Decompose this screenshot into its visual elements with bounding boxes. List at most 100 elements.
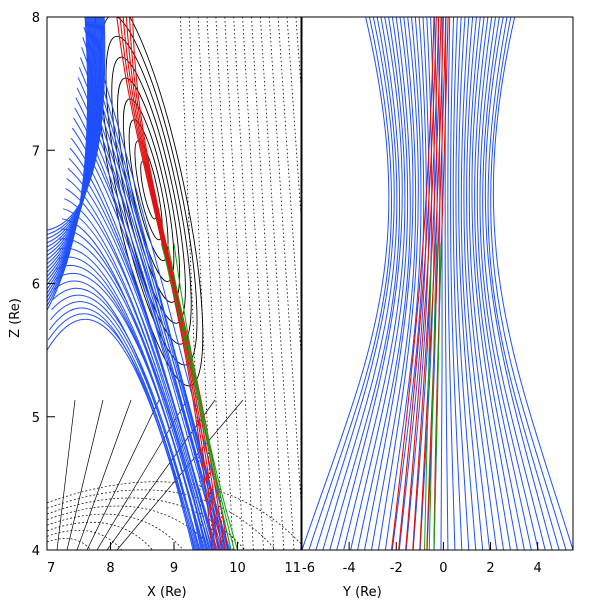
green-trace [160, 243, 232, 550]
blue-field-line [64, 198, 211, 550]
contour-line [122, 98, 175, 282]
blue-field-line [302, 17, 390, 550]
dotted-arc [47, 489, 277, 550]
blue-field-line [67, 168, 215, 550]
blue-field-line [53, 280, 201, 550]
y-axis-title: Z (Re) [8, 298, 23, 338]
blue-field-line [58, 247, 206, 550]
blue-field-line [343, 17, 406, 550]
blue-field-line [377, 17, 419, 550]
left-x-tick-label: 11 [284, 561, 301, 576]
left-x-tick-label: 7 [47, 561, 55, 576]
red-trace [398, 17, 437, 550]
left-x-tick-label: 10 [229, 561, 246, 576]
right-x-tick-label: 2 [486, 561, 494, 576]
blue-field-line [398, 17, 427, 550]
blue-field-line [350, 17, 409, 550]
right-x-axis-title: Y (Re) [342, 585, 382, 600]
left-x-axis-title: X (Re) [147, 585, 187, 600]
dotted-field-line [286, 17, 301, 222]
y-tick-label: 4 [32, 544, 40, 559]
blue-field-line [384, 17, 422, 550]
blue-field-line [322, 17, 398, 550]
blue-field-line [47, 318, 194, 550]
blue-field-line [69, 147, 217, 550]
dotted-arc [47, 513, 184, 550]
green-trace [424, 243, 433, 550]
blue-field-line [308, 17, 393, 550]
blue-field-line [479, 17, 539, 550]
blue-field-line [84, 17, 232, 550]
blue-field-line [61, 218, 209, 550]
blue-field-line [405, 17, 430, 550]
radial-line [96, 399, 188, 550]
dotted-field-line [268, 17, 301, 508]
dotted-field-line [242, 17, 275, 550]
dotted-field-line [259, 17, 295, 550]
dotted-field-line [277, 17, 301, 360]
blue-field-line [82, 37, 230, 550]
red-trace [122, 17, 219, 550]
red-trace [119, 17, 216, 550]
green-trace [428, 243, 437, 550]
axis-ticks: 7 8 9 10 11 4 5 6 7 8 -6 -4 -2 0 2 4 [32, 11, 542, 576]
blue-field-line [364, 17, 414, 550]
red-trace [391, 17, 435, 550]
dotted-field-line [197, 17, 224, 550]
blue-field-line [490, 17, 567, 550]
radial-line [66, 399, 104, 550]
right-plot-frame [301, 16, 574, 551]
contour-line [117, 77, 181, 303]
blue-field-line [482, 17, 546, 550]
blue-field-line [60, 228, 208, 550]
y-tick-label: 7 [32, 144, 40, 159]
dotted-arc [47, 530, 123, 550]
blue-field-line [329, 17, 401, 550]
blue-field-line [391, 17, 425, 550]
blue-field-line [449, 17, 463, 550]
blue-field-line [370, 17, 417, 550]
blue-field-line [47, 17, 106, 231]
right-panel-traces [302, 17, 573, 550]
blue-field-line [57, 256, 204, 550]
blue-field-line [471, 17, 518, 550]
blue-field-line [315, 17, 395, 550]
red-trace [419, 17, 444, 550]
blue-field-line [474, 17, 525, 550]
blue-field-line [484, 17, 553, 550]
radial-line [76, 399, 132, 550]
blue-field-line [66, 178, 214, 550]
blue-field-line [476, 17, 532, 550]
red-trace [412, 17, 442, 550]
left-x-tick-label: 9 [170, 561, 178, 576]
blue-field-line [487, 17, 560, 550]
y-tick-label: 8 [32, 11, 40, 26]
blue-field-line [357, 17, 411, 550]
dotted-arc [47, 521, 153, 550]
blue-field-line [440, 17, 443, 550]
y-tick-label: 6 [32, 278, 40, 293]
blue-field-line [447, 17, 456, 550]
dotted-field-line [206, 17, 234, 550]
blue-field-line [492, 17, 573, 550]
dotted-arc [47, 481, 301, 545]
green-trace [433, 243, 442, 550]
green-trace [167, 243, 235, 550]
blue-field-line [412, 17, 433, 550]
blue-field-line [466, 17, 505, 550]
red-trace [426, 17, 447, 550]
radial-line [116, 399, 244, 550]
blue-field-line [336, 17, 403, 550]
red-trace [405, 17, 440, 550]
blue-field-line [458, 17, 484, 550]
dotted-arc [47, 538, 92, 550]
blue-field-line [52, 287, 200, 550]
left-x-tick-label: 8 [106, 561, 114, 576]
right-x-tick-label: 4 [534, 561, 542, 576]
y-tick-label: 5 [32, 411, 40, 426]
right-x-tick-label: 0 [439, 561, 447, 576]
blue-field-line [50, 301, 197, 550]
dotted-field-line [215, 17, 244, 550]
blue-field-line [48, 307, 196, 550]
